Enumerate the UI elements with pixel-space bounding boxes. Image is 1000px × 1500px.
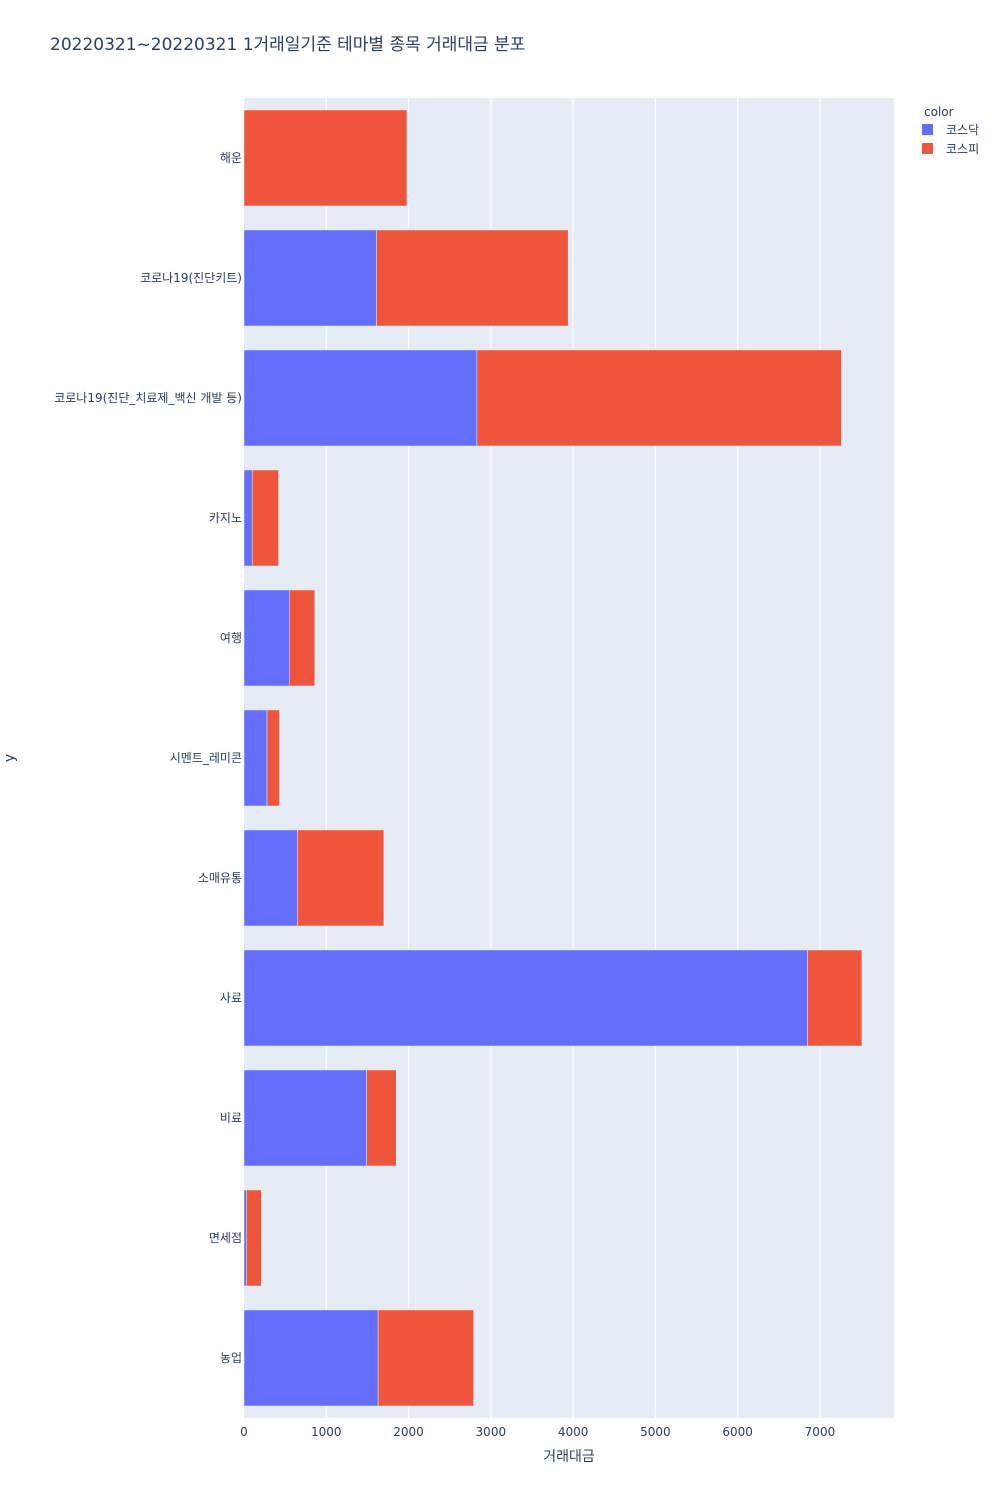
y-tick-label-8: 비료 (220, 1111, 242, 1125)
bar-9-series-0 (243, 1189, 247, 1287)
x-tick-label-1: 1000 (311, 1425, 342, 1439)
bar-2-series-1 (476, 349, 842, 447)
legend-title: color (924, 105, 954, 119)
bar-layer (243, 109, 863, 1407)
y-axis-title: y (2, 754, 18, 762)
bar-10-series-0 (243, 1309, 379, 1407)
bar-4-series-1 (289, 589, 316, 687)
x-tick-label-6: 6000 (722, 1425, 753, 1439)
legend-swatch-1 (922, 143, 933, 154)
x-tick-label-2: 2000 (393, 1425, 424, 1439)
chart-title: 20220321~20220321 1거래일기준 테마별 종목 거래대금 분포 (50, 35, 525, 55)
bar-1-series-0 (243, 229, 377, 327)
x-tick-label-5: 5000 (640, 1425, 671, 1439)
x-tick-label-7: 7000 (805, 1425, 836, 1439)
bar-5-series-0 (243, 709, 268, 807)
y-tick-label-6: 소매유통 (198, 871, 242, 885)
bar-8-series-1 (366, 1069, 397, 1167)
bar-0-series-1 (243, 109, 408, 207)
x-axis-title: 거래대금 (543, 1449, 595, 1465)
x-tick-label-4: 4000 (558, 1425, 589, 1439)
bar-10-series-1 (377, 1309, 474, 1407)
y-tick-label-9: 면세점 (209, 1231, 242, 1245)
legend-label-0: 코스닥 (946, 123, 979, 137)
bar-7-series-1 (807, 949, 863, 1047)
bar-4-series-0 (243, 589, 290, 687)
y-tick-label-10: 농업 (220, 1351, 242, 1365)
y-tick-label-2: 코로나19(진단_치료제_백신 개발 등) (54, 391, 242, 405)
bar-2-series-0 (243, 349, 478, 447)
bar-5-series-1 (266, 709, 280, 807)
y-tick-label-4: 여행 (220, 630, 242, 645)
y-tick-label-7: 사료 (220, 991, 242, 1005)
x-tick-label-3: 3000 (476, 1425, 507, 1439)
legend-swatch-0 (922, 124, 933, 135)
bar-6-series-1 (297, 829, 385, 927)
y-tick-label-1: 코로나19(진단키트) (140, 271, 242, 285)
bar-6-series-0 (243, 829, 298, 927)
y-tick-label-0: 해운 (220, 151, 242, 165)
y-tick-label-5: 시멘트_레미콘 (170, 751, 242, 765)
bar-3-series-1 (251, 469, 279, 567)
bar-7-series-0 (243, 949, 808, 1047)
bar-9-series-1 (246, 1189, 262, 1287)
bar-1-series-1 (376, 229, 569, 327)
x-tick-labels: 0 1000 2000 3000 4000 5000 6000 7000 (240, 1425, 835, 1439)
bar-8-series-0 (243, 1069, 367, 1167)
y-tick-label-3: 카지노 (209, 511, 242, 525)
legend-label-1: 코스피 (946, 142, 979, 156)
bar-3-series-0 (243, 469, 253, 567)
x-tick-label-0: 0 (240, 1425, 248, 1439)
